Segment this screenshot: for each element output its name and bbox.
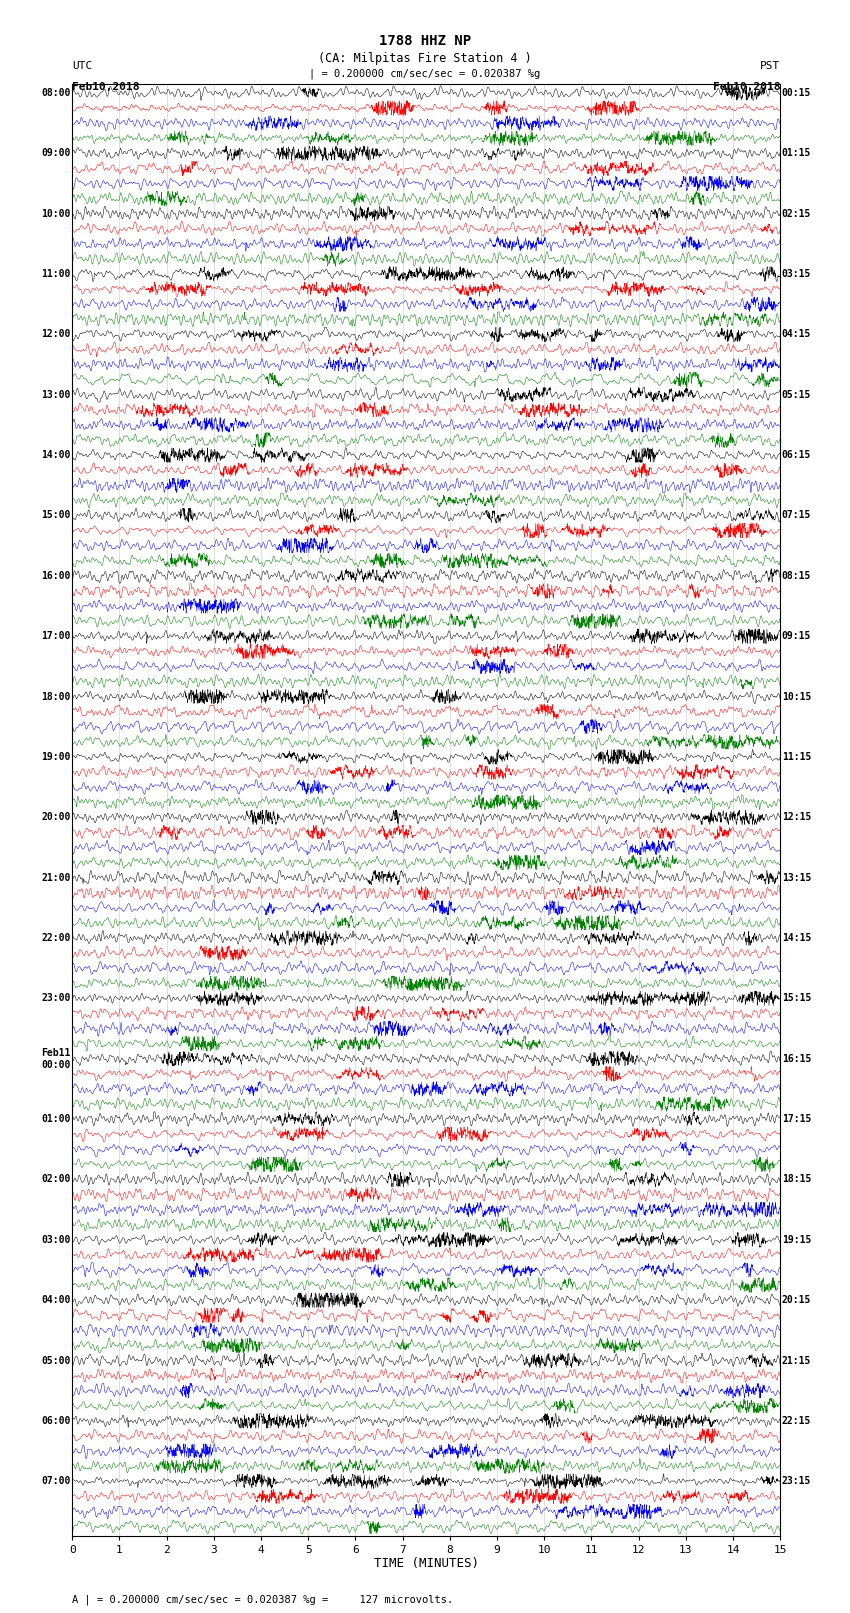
Text: 01:00: 01:00: [42, 1115, 71, 1124]
Text: 14:00: 14:00: [42, 450, 71, 460]
Text: 04:15: 04:15: [782, 329, 811, 339]
Text: 03:00: 03:00: [42, 1236, 71, 1245]
Text: 16:00: 16:00: [42, 571, 71, 581]
Text: 01:15: 01:15: [782, 148, 811, 158]
Text: 18:00: 18:00: [42, 692, 71, 702]
Text: 02:15: 02:15: [782, 208, 811, 219]
Text: 19:00: 19:00: [42, 752, 71, 761]
Text: 09:00: 09:00: [42, 148, 71, 158]
Text: 15:00: 15:00: [42, 510, 71, 521]
Text: 12:15: 12:15: [782, 813, 811, 823]
Text: 20:15: 20:15: [782, 1295, 811, 1305]
Text: 08:15: 08:15: [782, 571, 811, 581]
Text: UTC: UTC: [72, 61, 93, 71]
Text: 07:15: 07:15: [782, 510, 811, 521]
Text: | = 0.200000 cm/sec/sec = 0.020387 %g: | = 0.200000 cm/sec/sec = 0.020387 %g: [309, 68, 541, 79]
Text: 18:15: 18:15: [782, 1174, 811, 1184]
Text: A | = 0.200000 cm/sec/sec = 0.020387 %g =     127 microvolts.: A | = 0.200000 cm/sec/sec = 0.020387 %g …: [72, 1594, 454, 1605]
Text: 21:15: 21:15: [782, 1355, 811, 1366]
Text: Feb11
00:00: Feb11 00:00: [42, 1048, 71, 1069]
Text: 06:00: 06:00: [42, 1416, 71, 1426]
Text: 06:15: 06:15: [782, 450, 811, 460]
Text: 11:00: 11:00: [42, 269, 71, 279]
Text: 17:15: 17:15: [782, 1115, 811, 1124]
Text: 08:00: 08:00: [42, 89, 71, 98]
Text: 07:00: 07:00: [42, 1476, 71, 1486]
Text: 22:15: 22:15: [782, 1416, 811, 1426]
Text: 10:15: 10:15: [782, 692, 811, 702]
Text: (CA: Milpitas Fire Station 4 ): (CA: Milpitas Fire Station 4 ): [318, 52, 532, 65]
Text: 19:15: 19:15: [782, 1236, 811, 1245]
Text: 21:00: 21:00: [42, 873, 71, 882]
Text: 11:15: 11:15: [782, 752, 811, 761]
Text: 15:15: 15:15: [782, 994, 811, 1003]
Text: 02:00: 02:00: [42, 1174, 71, 1184]
Text: 00:15: 00:15: [782, 89, 811, 98]
Text: 12:00: 12:00: [42, 329, 71, 339]
Text: 10:00: 10:00: [42, 208, 71, 219]
Text: 14:15: 14:15: [782, 932, 811, 944]
Text: 1788 HHZ NP: 1788 HHZ NP: [379, 34, 471, 48]
Text: 23:15: 23:15: [782, 1476, 811, 1486]
Text: Feb10,2018: Feb10,2018: [713, 82, 780, 92]
Text: 03:15: 03:15: [782, 269, 811, 279]
Text: 05:15: 05:15: [782, 390, 811, 400]
Text: 13:00: 13:00: [42, 390, 71, 400]
Text: 23:00: 23:00: [42, 994, 71, 1003]
Text: 04:00: 04:00: [42, 1295, 71, 1305]
Text: 13:15: 13:15: [782, 873, 811, 882]
Text: 09:15: 09:15: [782, 631, 811, 642]
Text: 05:00: 05:00: [42, 1355, 71, 1366]
Text: 17:00: 17:00: [42, 631, 71, 642]
Text: Feb10,2018: Feb10,2018: [72, 82, 139, 92]
Text: PST: PST: [760, 61, 780, 71]
Text: 22:00: 22:00: [42, 932, 71, 944]
Text: 20:00: 20:00: [42, 813, 71, 823]
X-axis label: TIME (MINUTES): TIME (MINUTES): [374, 1558, 479, 1571]
Text: 16:15: 16:15: [782, 1053, 811, 1063]
